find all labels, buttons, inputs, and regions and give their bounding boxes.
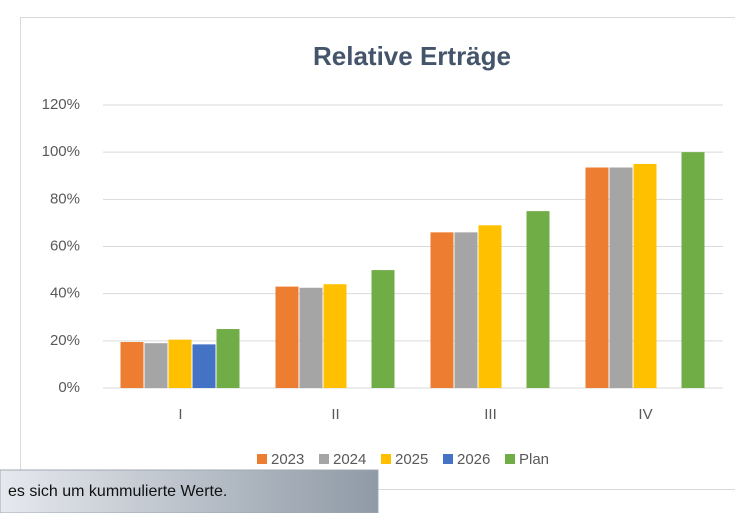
- x-tick-label: II: [331, 406, 339, 423]
- legend-swatch: [505, 454, 515, 464]
- legend-swatch: [319, 454, 329, 464]
- bar: [526, 211, 550, 388]
- bar: [609, 167, 633, 388]
- legend-swatch: [257, 454, 267, 464]
- legend-label: 2026: [457, 451, 490, 468]
- bar: [681, 152, 705, 388]
- bar: [299, 287, 323, 388]
- legend-label: 2024: [333, 451, 366, 468]
- y-tick-label: 120%: [42, 96, 80, 113]
- bar: [216, 329, 240, 388]
- x-tick-label: I: [178, 406, 182, 423]
- legend-label: 2025: [395, 451, 428, 468]
- bar: [585, 167, 609, 388]
- bar: [371, 270, 395, 388]
- chart-title: Relative Erträge: [313, 41, 511, 71]
- x-tick-label: III: [484, 406, 497, 423]
- bar: [275, 286, 299, 388]
- bar: [430, 232, 454, 388]
- y-tick-label: 80%: [50, 190, 80, 207]
- legend-swatch: [381, 454, 391, 464]
- bar: [168, 339, 192, 388]
- legend-label: Plan: [519, 451, 549, 468]
- bar: [144, 343, 168, 388]
- bar: [120, 342, 144, 388]
- y-tick-label: 0%: [58, 379, 80, 396]
- bar: [478, 225, 502, 388]
- y-tick-label: 60%: [50, 237, 80, 254]
- y-tick-label: 40%: [50, 285, 80, 302]
- legend-label: 2023: [271, 451, 304, 468]
- bar: [633, 163, 657, 388]
- bar: [454, 232, 478, 388]
- y-tick-label: 100%: [42, 143, 80, 160]
- x-tick-label: IV: [638, 406, 652, 423]
- bar: [323, 284, 347, 388]
- legend-swatch: [443, 454, 453, 464]
- bar: [192, 344, 216, 388]
- tooltip-box: [0, 469, 379, 513]
- tooltip-text: es sich um kummulierte Werte.: [8, 483, 227, 500]
- y-tick-label: 20%: [50, 332, 80, 349]
